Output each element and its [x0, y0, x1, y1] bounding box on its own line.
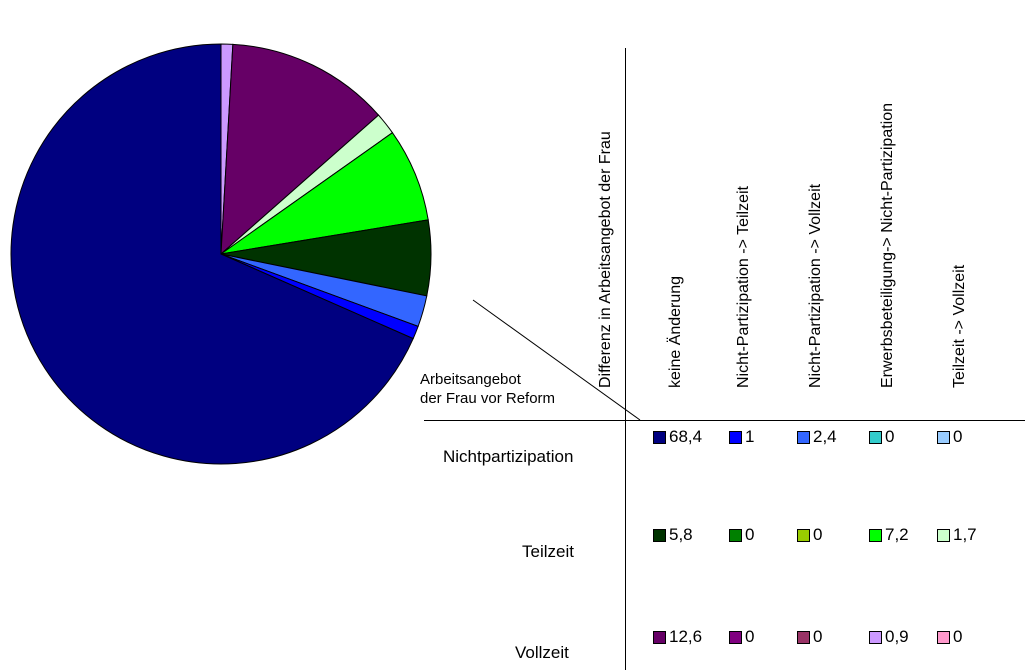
legend-cell-vollzeit-teilzeit-vollzeit: 0	[937, 627, 962, 647]
legend-swatch	[797, 528, 810, 542]
legend-cell-teilzeit-nicht-partizipation-vollzeit: 0	[797, 525, 822, 545]
legend-cell-nichtpartizipation-teilzeit-vollzeit: 0	[937, 427, 962, 447]
legend-value: 5,8	[669, 525, 693, 544]
legend-swatch	[729, 630, 742, 644]
legend-cell-nichtpartizipation-nicht-partizipation-teilzeit: 1	[729, 427, 754, 447]
column-header-keine-aenderung: keine Änderung	[667, 275, 684, 388]
legend-cell-vollzeit-keine-nderung: 12,6	[653, 627, 702, 647]
pie-slice-vollzeit-keine-nderung	[220, 43, 380, 256]
legend-cell-teilzeit-keine-nderung: 5,8	[653, 525, 693, 545]
legend-cell-teilzeit-teilzeit-vollzeit: 1,7	[937, 525, 977, 545]
legend-swatch	[869, 430, 882, 444]
legend-value: 0	[813, 627, 823, 646]
row-axis-label-line2: der Frau vor Reform	[420, 390, 556, 407]
legend-value: 0	[953, 427, 963, 446]
legend-cell-vollzeit-erwerbsbeteiligung-nicht-partizipation: 0,9	[869, 627, 909, 647]
legend-swatch	[937, 630, 950, 644]
row-label-nichtpartizipation: Nichtpartizipation	[443, 447, 574, 466]
table-vertical-divider	[625, 48, 626, 670]
legend-value: 12,6	[669, 627, 703, 646]
row-label-teilzeit: Teilzeit	[522, 542, 574, 561]
column-axis-label: Differenz in Arbeitsangebot der Frau	[597, 131, 614, 388]
row-label-vollzeit: Vollzeit	[515, 643, 569, 662]
legend-value: 7,2	[885, 525, 909, 544]
column-header-nichtpart-teilzeit: Nicht-Partizipation -> Teilzeit	[735, 185, 752, 388]
legend-cell-teilzeit-nicht-partizipation-teilzeit: 0	[729, 525, 754, 545]
pie-slice-nichtpartizipation-keine-nderung	[10, 43, 414, 465]
legend-swatch	[937, 430, 950, 444]
legend-value: 0,9	[885, 627, 909, 646]
row-axis-label-line1: Arbeitsangebot	[420, 371, 521, 388]
column-header-erwerb-nichtpart: Erwerbsbeteiligung-> Nicht-Partizipation	[879, 102, 896, 388]
legend-value: 2,4	[813, 427, 837, 446]
legend-value: 0	[953, 627, 963, 646]
legend-cell-nichtpartizipation-keine-nderung: 68,4	[653, 427, 702, 447]
row-axis-label: Arbeitsangebot der Frau vor Reform	[420, 370, 555, 408]
column-header-teilzeit-vollzeit: Teilzeit -> Vollzeit	[951, 264, 968, 388]
legend-value: 0	[885, 427, 895, 446]
legend-swatch	[653, 430, 666, 444]
table-horizontal-divider	[424, 420, 1025, 421]
legend-swatch	[869, 630, 882, 644]
legend-swatch	[869, 528, 882, 542]
legend-swatch	[797, 630, 810, 644]
legend-swatch	[653, 630, 666, 644]
legend-swatch	[729, 430, 742, 444]
pie-chart	[10, 43, 432, 465]
legend-cell-nichtpartizipation-erwerbsbeteiligung-nicht-partizipation: 0	[869, 427, 894, 447]
legend-value: 1,7	[953, 525, 977, 544]
legend-swatch	[797, 430, 810, 444]
legend-cell-vollzeit-nicht-partizipation-teilzeit: 0	[729, 627, 754, 647]
legend-swatch	[653, 528, 666, 542]
legend-value: 0	[745, 627, 755, 646]
legend-cell-vollzeit-nicht-partizipation-vollzeit: 0	[797, 627, 822, 647]
legend-value: 0	[813, 525, 823, 544]
legend-swatch	[729, 528, 742, 542]
legend-value: 68,4	[669, 427, 703, 446]
legend-swatch	[937, 528, 950, 542]
legend-value: 1	[745, 427, 755, 446]
legend-cell-teilzeit-erwerbsbeteiligung-nicht-partizipation: 7,2	[869, 525, 909, 545]
legend-value: 0	[745, 525, 755, 544]
column-header-nichtpart-vollzeit: Nicht-Partizipation -> Vollzeit	[807, 183, 824, 388]
legend-cell-nichtpartizipation-nicht-partizipation-vollzeit: 2,4	[797, 427, 837, 447]
